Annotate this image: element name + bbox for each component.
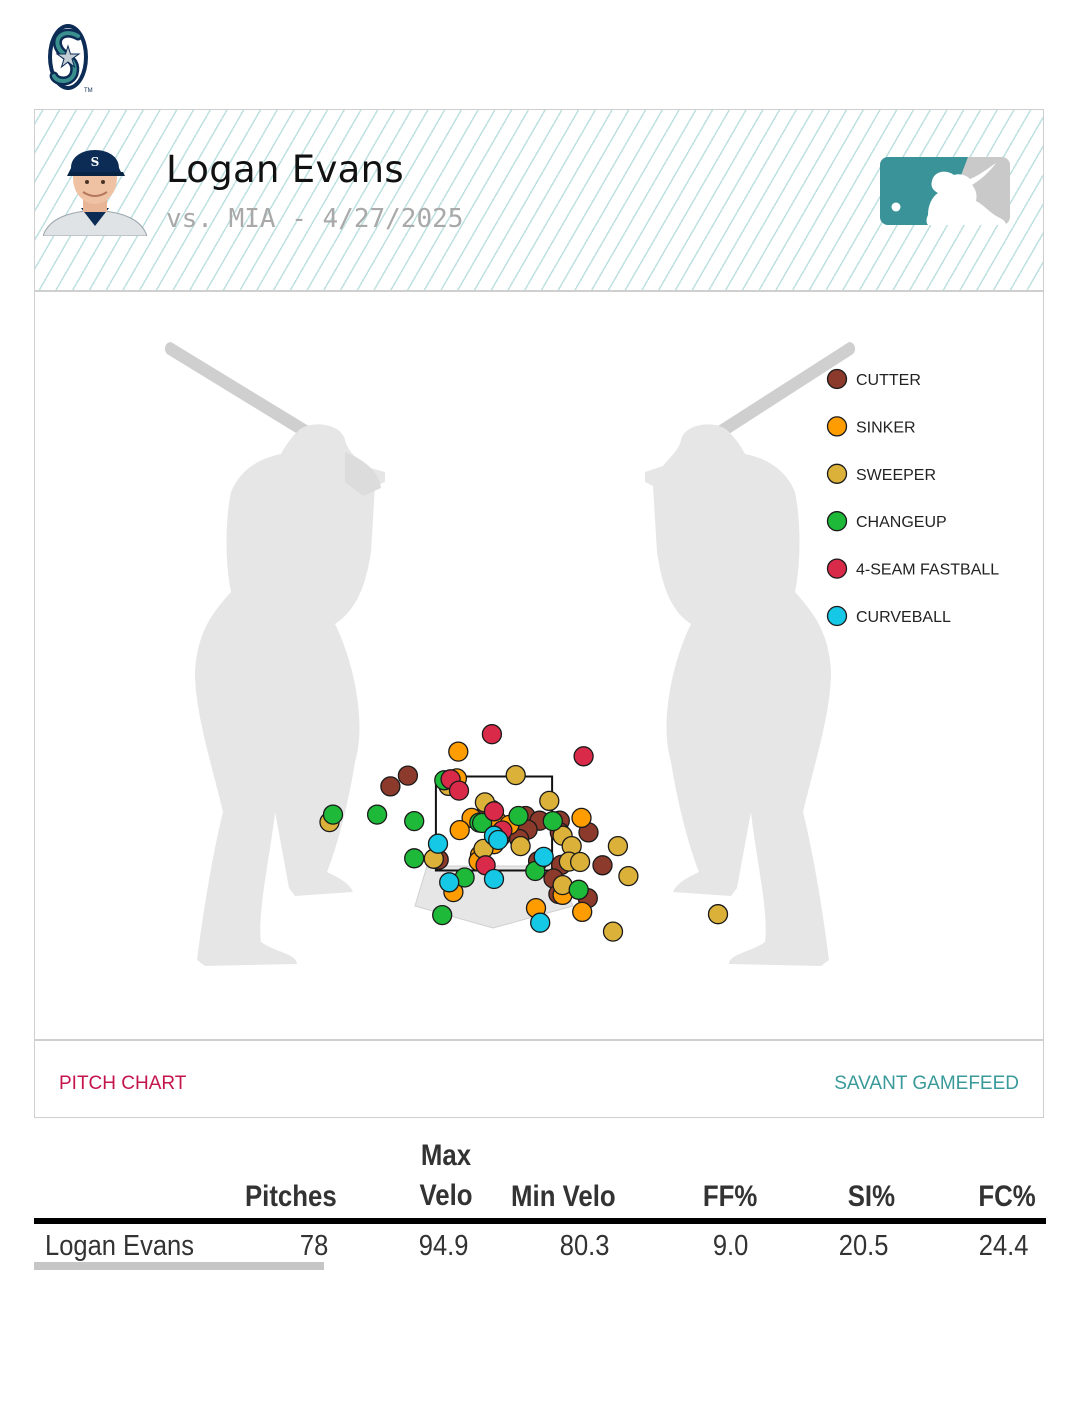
- legend-marker: [826, 558, 848, 579]
- header-pitches: Pitches: [245, 1180, 337, 1213]
- legend: CUTTER SINKER SWEEPER CHANGEUP 4-SEAM FASTBA…: [826, 368, 999, 627]
- cell-max-velo: 94.9: [418, 1230, 468, 1262]
- legend-marker: [826, 416, 848, 437]
- pitch-point: [572, 901, 593, 923]
- pitch-point: [483, 868, 505, 890]
- pitch-chart-svg: CUTTER SINKER SWEEPER CHANGEUP 4-SEAM FASTBA…: [164, 342, 999, 966]
- legend-label: SINKER: [856, 419, 916, 436]
- legend-marker: [826, 368, 848, 390]
- pitch-point: [427, 833, 449, 854]
- mariners-logo-icon: TM: [48, 24, 93, 94]
- cell-player: Logan Evans: [45, 1230, 194, 1262]
- legend-label: CUTTER: [856, 372, 921, 389]
- pitch-point: [602, 921, 624, 942]
- pitch-point: [542, 810, 563, 832]
- stats-table: Pitches Max Velo Min Velo FF% SI% FC% Lo…: [34, 1130, 1046, 1280]
- pitch-point: [533, 846, 554, 868]
- pitch-point: [607, 835, 629, 857]
- pitch-point: [322, 804, 344, 825]
- legend-label: SWEEPER: [856, 467, 936, 484]
- pitch-point: [568, 879, 589, 900]
- pitch-point: [448, 780, 470, 801]
- cell-pitches: 78: [299, 1230, 328, 1262]
- pitch-point: [488, 829, 509, 851]
- legend-label: 4-SEAM FASTBALL: [856, 562, 999, 579]
- pitch-point: [397, 765, 419, 786]
- pitch-point: [404, 810, 425, 832]
- pitch-point: [510, 835, 531, 857]
- pitch-chart: CUTTER SINKER SWEEPER CHANGEUP 4-SEAM FASTBA…: [35, 292, 1043, 1039]
- cell-fc-pct: 24.4: [978, 1230, 1028, 1262]
- table-divider: [34, 1218, 1046, 1224]
- pitch-point: [571, 807, 592, 829]
- pitch-point: [449, 819, 470, 841]
- pitch-point: [432, 904, 453, 926]
- batter-silhouette-icon: [645, 342, 856, 966]
- pitch-chart-card: S Logan Evans vs. MIA - 4/27/2025: [34, 109, 1044, 1118]
- legend-marker: [826, 511, 848, 532]
- legend-marker: [826, 463, 848, 484]
- pitch-point: [505, 764, 526, 786]
- header-max-velo: Max Velo: [419, 1139, 473, 1212]
- pitch-point: [448, 741, 469, 762]
- pitch-point: [592, 855, 613, 876]
- card-footer: PITCH CHART SAVANT GAMEFEED: [35, 1039, 1043, 1117]
- pitch-point: [439, 872, 460, 893]
- pitch-point: [573, 746, 594, 767]
- cell-ff-pct: 9.0: [712, 1230, 748, 1262]
- svg-text:TM: TM: [84, 88, 93, 94]
- header-ff-pct: FF%: [702, 1180, 757, 1213]
- player-header: S Logan Evans vs. MIA - 4/27/2025: [35, 110, 1043, 292]
- pitch-point: [530, 912, 551, 933]
- savant-gamefeed-link[interactable]: SAVANT GAMEFEED: [834, 1073, 1019, 1094]
- header-min-velo: Min Velo: [511, 1180, 616, 1213]
- pitch-point: [707, 904, 729, 925]
- player-bar: [34, 1262, 324, 1270]
- header-fc-pct: FC%: [978, 1180, 1036, 1213]
- legend-label: CHANGEUP: [856, 514, 947, 531]
- batter-silhouette-icon: [164, 342, 385, 966]
- pitch-point: [404, 848, 425, 869]
- game-info: vs. MIA - 4/27/2025: [166, 204, 464, 234]
- mlb-logo-icon: [880, 157, 1010, 225]
- pitch-point: [366, 804, 388, 825]
- pitch-point: [508, 805, 529, 827]
- pitch-points: [319, 724, 729, 942]
- pitch-point: [483, 801, 505, 822]
- pitch-point: [539, 790, 560, 812]
- svg-text:S: S: [91, 155, 100, 169]
- cell-si-pct: 20.5: [838, 1230, 888, 1262]
- player-headshot: S: [43, 150, 147, 236]
- pitch-point: [380, 776, 401, 797]
- player-name: Logan Evans: [166, 148, 404, 191]
- legend-marker: [826, 605, 848, 627]
- pitch-point: [618, 865, 639, 887]
- legend-label: CURVEBALL: [856, 609, 951, 626]
- cell-min-velo: 80.3: [559, 1230, 609, 1262]
- pitch-point: [569, 851, 591, 873]
- pitch-chart-label: PITCH CHART: [59, 1073, 187, 1094]
- header-si-pct: SI%: [847, 1180, 895, 1213]
- pitch-point: [481, 724, 503, 745]
